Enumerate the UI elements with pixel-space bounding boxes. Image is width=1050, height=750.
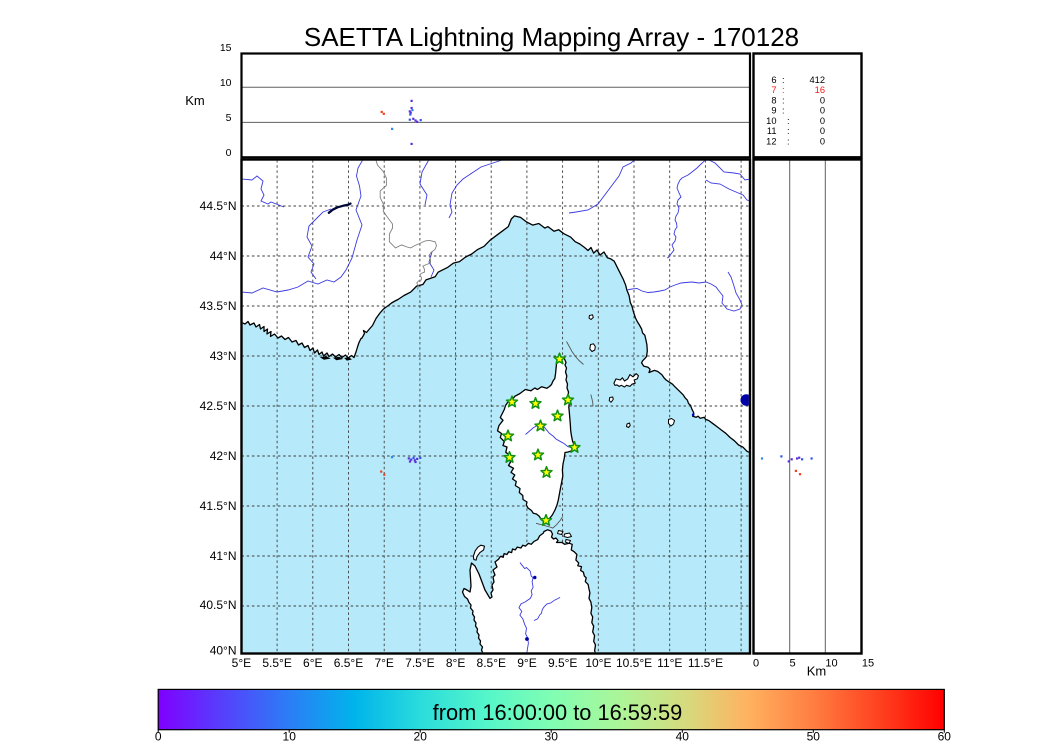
svg-text:40°N: 40°N: [210, 644, 237, 658]
svg-text:SAETTA Lightning Mapping Array: SAETTA Lightning Mapping Array - 170128: [304, 22, 799, 52]
svg-text:0: 0: [226, 147, 232, 159]
svg-text::: :: [787, 126, 790, 136]
svg-text:from 16:00:00 to 16:59:59: from 16:00:00 to 16:59:59: [433, 700, 683, 725]
svg-text:42°N: 42°N: [210, 449, 237, 463]
svg-text:15: 15: [862, 658, 874, 670]
svg-text:412: 412: [809, 75, 825, 85]
svg-text::: :: [787, 136, 790, 146]
svg-text:0: 0: [753, 658, 759, 670]
svg-text:0: 0: [820, 95, 825, 105]
svg-text:7: 7: [771, 85, 776, 95]
svg-text:8.5°E: 8.5°E: [477, 656, 506, 670]
svg-text:0: 0: [820, 136, 825, 146]
svg-text:12: 12: [766, 136, 776, 146]
svg-text:43°N: 43°N: [210, 349, 237, 363]
svg-text:7°E: 7°E: [374, 656, 393, 670]
svg-text:10.5°E: 10.5°E: [616, 656, 652, 670]
svg-text:41°N: 41°N: [210, 549, 237, 563]
svg-text:60: 60: [938, 730, 952, 744]
svg-text:30: 30: [545, 730, 559, 744]
svg-text:0: 0: [155, 730, 162, 744]
svg-text::: :: [782, 95, 785, 105]
svg-text:15: 15: [220, 42, 232, 54]
svg-text:50: 50: [807, 730, 821, 744]
svg-text:11: 11: [767, 126, 777, 136]
svg-text:8: 8: [771, 95, 776, 105]
svg-text:5: 5: [789, 658, 795, 670]
svg-text::: :: [782, 75, 785, 85]
svg-text::: :: [787, 116, 790, 126]
svg-text:9: 9: [771, 106, 776, 116]
svg-text:11°E: 11°E: [657, 656, 682, 670]
svg-text:6: 6: [771, 75, 776, 85]
svg-text:Km: Km: [185, 93, 205, 108]
svg-text:0: 0: [820, 116, 825, 126]
svg-text:20: 20: [414, 730, 428, 744]
svg-text:44°N: 44°N: [210, 249, 237, 263]
svg-text:10: 10: [220, 77, 232, 89]
svg-text:40.5°N: 40.5°N: [200, 598, 237, 612]
svg-text:6.5°E: 6.5°E: [334, 656, 363, 670]
svg-text::: :: [782, 85, 785, 95]
svg-text:5: 5: [226, 112, 232, 124]
svg-text:0: 0: [820, 126, 825, 136]
svg-text:42.5°N: 42.5°N: [200, 399, 237, 413]
svg-text:11.5°E: 11.5°E: [688, 656, 723, 670]
svg-text:40: 40: [676, 730, 690, 744]
svg-text:7.5°E: 7.5°E: [405, 656, 434, 670]
svg-text:5.5°E: 5.5°E: [262, 656, 291, 670]
svg-text:10: 10: [825, 658, 837, 670]
svg-text:5°E: 5°E: [232, 656, 251, 670]
svg-text:16: 16: [815, 85, 825, 95]
svg-text:10: 10: [283, 730, 297, 744]
svg-text:Km: Km: [807, 664, 827, 679]
svg-text:43.5°N: 43.5°N: [200, 299, 237, 313]
svg-text:10°E: 10°E: [585, 656, 611, 670]
svg-text:41.5°N: 41.5°N: [200, 499, 237, 513]
svg-text:8°E: 8°E: [446, 656, 465, 670]
svg-text:0: 0: [820, 106, 825, 116]
svg-text:10: 10: [766, 116, 776, 126]
svg-text:9.5°E: 9.5°E: [548, 656, 577, 670]
svg-text::: :: [782, 106, 785, 116]
svg-text:6°E: 6°E: [303, 656, 322, 670]
svg-text:44.5°N: 44.5°N: [200, 199, 237, 213]
svg-text:9°E: 9°E: [517, 656, 536, 670]
